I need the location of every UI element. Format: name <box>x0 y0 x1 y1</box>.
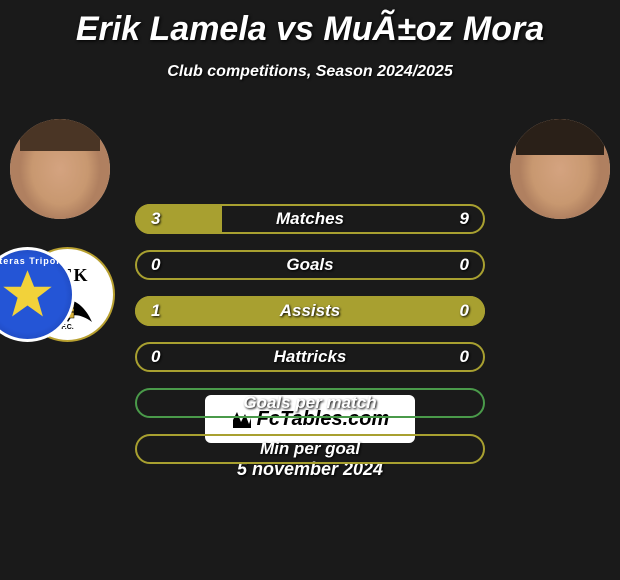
stat-bar-min-per-goal: Min per goal <box>135 434 485 464</box>
player1-face <box>10 119 110 219</box>
bar-fill <box>135 204 222 234</box>
stat-right-value: 9 <box>460 209 469 229</box>
player2-club-name: Asteras Tripolis <box>0 256 72 266</box>
stat-right-value: 0 <box>460 347 469 367</box>
stat-bar-goals-per-match: Goals per match <box>135 388 485 418</box>
stat-right-value: 0 <box>460 255 469 275</box>
stat-label: Goals <box>286 255 333 275</box>
stat-label: Hattricks <box>274 347 347 367</box>
stat-left-value: 0 <box>151 255 160 275</box>
stat-bar-hattricks: 0 Hattricks 0 <box>135 342 485 372</box>
stat-left-value: 1 <box>151 301 160 321</box>
stat-label: Goals per match <box>243 393 376 413</box>
comparison-content: AEK F.C. Asteras Tripolis 3Matches90Goal… <box>0 109 620 389</box>
player1-avatar <box>10 119 110 219</box>
stat-right-value: 0 <box>460 301 469 321</box>
stat-left-value: 3 <box>151 209 160 229</box>
page-title: Erik Lamela vs MuÃ±oz Mora <box>0 0 620 49</box>
stat-label: Matches <box>276 209 344 229</box>
stat-bar-matches: 3 Matches 9 <box>135 204 485 234</box>
stat-label: Min per goal <box>260 439 360 459</box>
stat-bar-goals: 0 Goals 0 <box>135 250 485 280</box>
page-subtitle: Club competitions, Season 2024/2025 <box>0 63 620 81</box>
player2-avatar <box>510 119 610 219</box>
stat-bar-assists: 1 Assists 0 <box>135 296 485 326</box>
stat-label: Assists <box>280 301 340 321</box>
stat-bars: 3 Matches 9 0 Goals 0 1 Assists 0 0 Hattricks 0 Goal… <box>135 204 485 464</box>
player2-face <box>510 119 610 219</box>
stat-left-value: 0 <box>151 347 160 367</box>
star-icon <box>0 267 55 322</box>
